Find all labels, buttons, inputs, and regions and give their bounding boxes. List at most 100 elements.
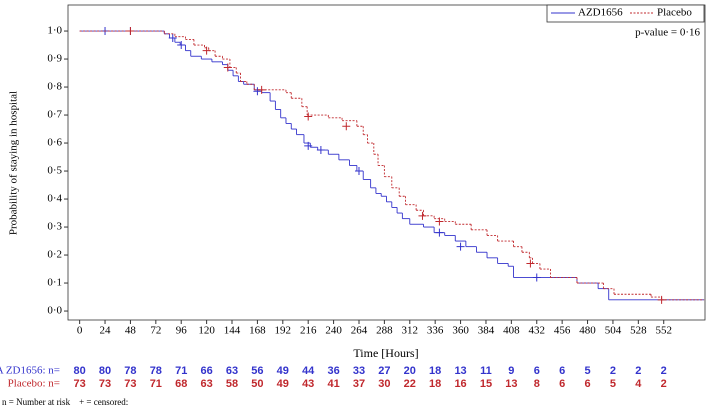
censor-mark	[177, 41, 186, 50]
x-tick-label: 264	[351, 325, 368, 337]
risk-count: 6	[584, 378, 590, 390]
y-tick-label: 0·6	[47, 137, 62, 149]
plot-frame	[67, 4, 706, 321]
p-value: p-value = 0·16	[635, 27, 700, 39]
legend-label: Placebo	[657, 7, 692, 19]
risk-count: 2	[635, 365, 641, 377]
risk-count: 73	[124, 378, 136, 390]
censor-mark	[304, 141, 313, 150]
risk-count: 68	[175, 378, 187, 390]
x-tick-label: 240	[325, 325, 342, 337]
risk-count: 6	[559, 378, 565, 390]
y-tick-label: 0·1	[47, 277, 62, 289]
risk-count: 78	[124, 365, 136, 377]
risk-count: 43	[302, 378, 314, 390]
risk-count: 66	[200, 365, 212, 377]
x-tick-label: 528	[630, 325, 647, 337]
risk-label: A ZD1656: n=	[0, 365, 60, 377]
x-tick-label: 192	[275, 325, 292, 337]
risk-count: 6	[534, 365, 540, 377]
censor-mark	[435, 228, 444, 237]
risk-count: 5	[584, 365, 590, 377]
risk-count: 44	[302, 365, 315, 377]
risk-count: 73	[74, 378, 86, 390]
risk-count: 2	[610, 365, 616, 377]
censor-mark	[354, 167, 363, 176]
y-tick-label: 0·2	[47, 249, 62, 261]
censor-mark	[456, 242, 465, 251]
censor-mark	[316, 146, 325, 155]
risk-count: 80	[99, 365, 111, 377]
risk-count: 49	[277, 378, 289, 390]
risk-count: 33	[353, 365, 365, 377]
censor-mark	[435, 217, 444, 226]
x-tick-label: 168	[249, 325, 266, 337]
x-tick-label: 288	[376, 325, 393, 337]
censor-mark	[418, 211, 427, 220]
x-axis-label: Time [Hours]	[353, 346, 418, 360]
x-tick-label: 144	[224, 325, 241, 337]
risk-count: 6	[559, 365, 565, 377]
risk-count: 71	[150, 378, 162, 390]
x-tick-label: 0	[77, 325, 83, 337]
x-tick-label: 456	[554, 325, 571, 337]
risk-count: 71	[175, 365, 187, 377]
censor-mark	[253, 87, 262, 96]
risk-count: 56	[251, 365, 263, 377]
risk-count: 78	[150, 365, 162, 377]
x-tick-label: 24	[100, 325, 112, 337]
risk-count: 58	[226, 378, 238, 390]
y-axis-label: Probability of staying in hospital	[8, 91, 20, 235]
censor-mark	[526, 259, 535, 268]
x-tick-label: 336	[427, 325, 444, 337]
risk-count: 41	[327, 378, 339, 390]
x-tick-label: 504	[605, 325, 622, 337]
x-tick-label: 552	[655, 325, 672, 337]
risk-count: 18	[429, 378, 441, 390]
censor-mark	[257, 85, 266, 94]
risk-count: 80	[74, 365, 86, 377]
risk-count: 15	[480, 378, 492, 390]
risk-count: 37	[353, 378, 365, 390]
risk-count: 49	[277, 365, 289, 377]
risk-count: 16	[454, 378, 466, 390]
risk-count: 22	[404, 378, 416, 390]
x-tick-label: 120	[198, 325, 215, 337]
risk-count: 11	[480, 365, 492, 377]
x-tick-label: 96	[176, 325, 188, 337]
censor-mark	[223, 63, 232, 72]
risk-count: 18	[429, 365, 441, 377]
y-tick-label: 0·3	[47, 221, 62, 233]
censor-mark	[532, 273, 541, 282]
risk-count: 2	[661, 365, 667, 377]
risk-count: 27	[378, 365, 390, 377]
x-tick-label: 72	[150, 325, 161, 337]
risk-count: 20	[404, 365, 416, 377]
risk-count: 13	[505, 378, 517, 390]
legend-label: AZD1656	[578, 7, 623, 19]
x-tick-label: 408	[503, 325, 520, 337]
x-tick-label: 432	[529, 325, 546, 337]
x-tick-label: 360	[452, 325, 469, 337]
risk-count: 63	[226, 365, 238, 377]
y-tick-label: 0·0	[47, 305, 62, 317]
y-tick-label: 0·8	[47, 81, 62, 93]
survival-curve	[79, 30, 704, 301]
legend-box	[546, 4, 705, 23]
risk-count: 50	[251, 378, 263, 390]
y-tick-label: 0·7	[47, 109, 62, 121]
risk-label: Placebo: n=	[8, 378, 60, 390]
risk-count: 63	[200, 378, 212, 390]
x-tick-label: 312	[402, 325, 419, 337]
x-tick-label: 216	[300, 325, 317, 337]
censor-mark	[342, 122, 351, 131]
x-tick-label: 480	[579, 325, 596, 337]
survival-curve	[79, 30, 704, 301]
risk-count: 5	[610, 378, 616, 390]
risk-count: 4	[635, 378, 642, 390]
risk-count: 36	[327, 365, 339, 377]
risk-count: 8	[534, 378, 540, 390]
censor-mark	[304, 112, 313, 121]
y-tick-label: 0·9	[47, 53, 62, 65]
risk-count: 30	[378, 378, 390, 390]
